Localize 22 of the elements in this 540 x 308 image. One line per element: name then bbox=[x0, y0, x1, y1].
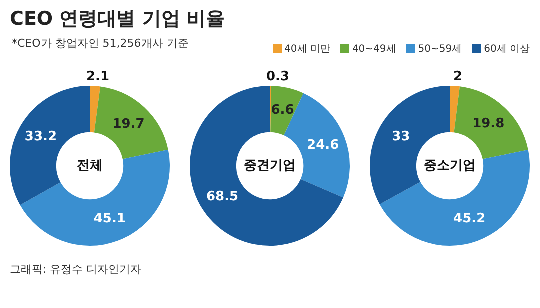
legend-label: 60세 이상 bbox=[483, 43, 530, 56]
legend-label: 40세 미만 bbox=[284, 43, 330, 56]
legend-label: 40~49세 bbox=[351, 43, 396, 56]
data-label: 33 bbox=[392, 129, 410, 144]
data-label: 24.6 bbox=[307, 138, 340, 154]
data-label: 45.2 bbox=[454, 212, 486, 227]
data-label: 2 bbox=[453, 69, 463, 84]
data-label: 45.1 bbox=[94, 212, 126, 227]
text: 그래픽: 유정수 디자인기자 bbox=[10, 262, 142, 277]
data-label: 19.8 bbox=[472, 116, 505, 132]
data-label: 19.7 bbox=[112, 116, 145, 132]
data-label: 33.2 bbox=[24, 130, 57, 145]
data-label: 2.1 bbox=[86, 69, 110, 84]
text: 전체 bbox=[77, 158, 103, 174]
data-label: 0.3 bbox=[266, 69, 290, 84]
text: CEO 연령대별 기업 비율 bbox=[10, 7, 225, 32]
legend-label: 50~59세 bbox=[417, 43, 462, 56]
data-label: 68.5 bbox=[206, 190, 239, 205]
text: *CEO가 창업자인 51,256개사 기준 bbox=[12, 36, 189, 51]
data-label: 6.6 bbox=[271, 103, 294, 118]
text: 중견기업 bbox=[244, 158, 296, 174]
text: 중소기업 bbox=[424, 158, 476, 174]
